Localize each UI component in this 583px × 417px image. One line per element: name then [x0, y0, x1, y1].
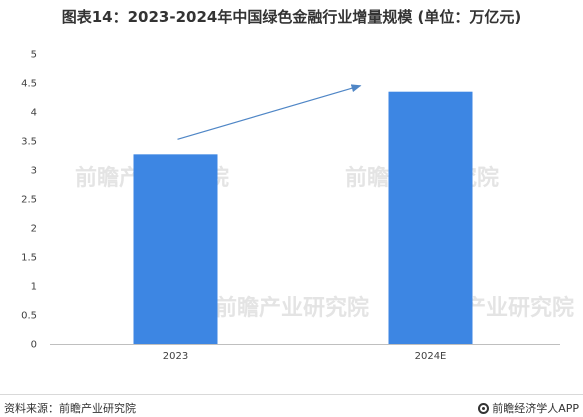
bars	[133, 91, 473, 344]
y-tick-label: 4.5	[21, 79, 37, 90]
bar	[388, 91, 473, 344]
bar	[133, 154, 218, 344]
source-note: 资料来源：前瞻产业研究院	[4, 402, 136, 415]
y-tick-label: 2	[31, 224, 37, 235]
increase-arrow	[177, 84, 362, 140]
y-tick-label: 5	[31, 50, 37, 61]
y-tick-label: 1	[31, 282, 37, 293]
footer: 资料来源：前瞻产业研究院 前瞻经济学人APP	[0, 394, 583, 417]
y-tick-label: 4	[31, 108, 37, 119]
y-axis: 0 0.5 1 1.5 2 2.5 3 3.5 4 4.5 5	[21, 50, 37, 351]
y-tick-label: 3	[31, 166, 37, 177]
x-axis: 2023 2024E	[163, 351, 447, 362]
brand-label: 前瞻经济学人APP	[478, 400, 579, 416]
y-tick-label: 3.5	[21, 137, 37, 148]
bar-chart: 前瞻产业研究院前瞻产业研究院前瞻产业研究院前瞻产业研究院 00.511.522.…	[21, 50, 574, 363]
brand-circle-icon	[478, 402, 490, 414]
y-tick-label: 1.5	[21, 253, 37, 264]
watermark-text: 前瞻产业研究院	[215, 295, 369, 321]
y-tick-label: 0	[31, 340, 37, 351]
x-tick-label: 2024E	[415, 351, 447, 362]
y-tick-label: 0.5	[21, 311, 37, 322]
chart-title: 图表14：2023-2024年中国绿色金融行业增量规模 (单位：万亿元)	[61, 8, 522, 26]
x-tick-label: 2023	[163, 351, 188, 362]
brand-text: 前瞻经济学人APP	[492, 402, 579, 415]
y-tick-label: 2.5	[21, 195, 37, 206]
